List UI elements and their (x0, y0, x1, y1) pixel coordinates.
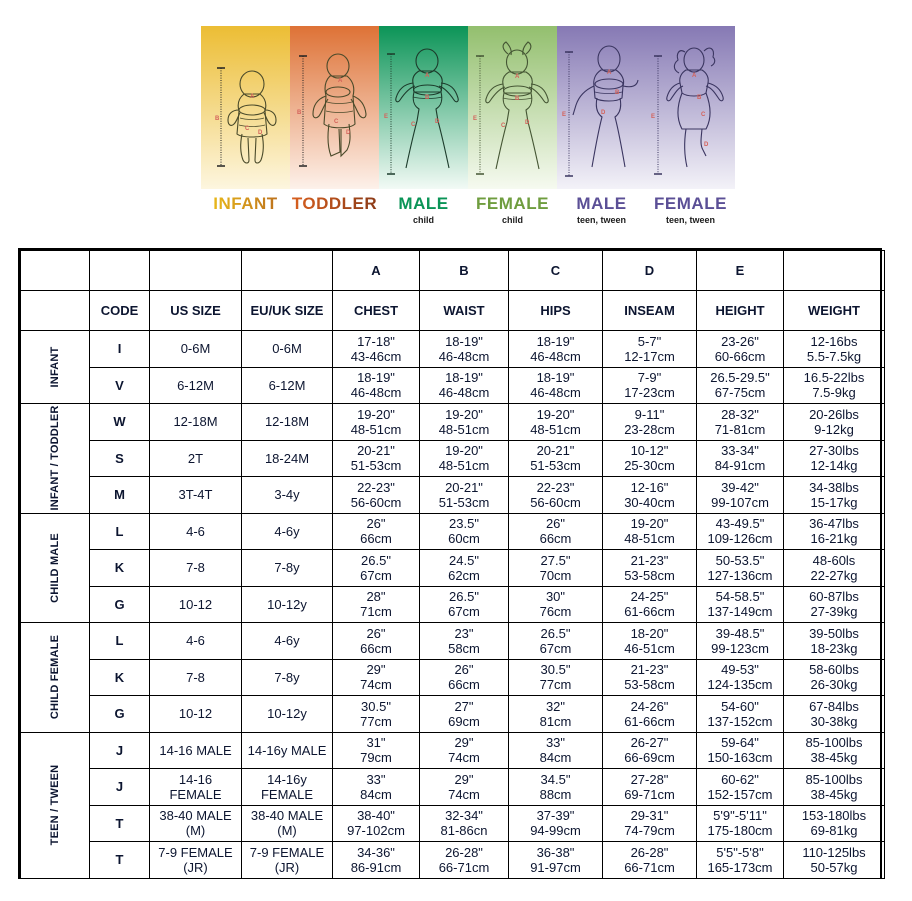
svg-text:A: A (338, 78, 343, 84)
svg-text:E: E (651, 114, 655, 120)
svg-text:B: B (515, 96, 520, 102)
svg-text:D: D (435, 119, 440, 125)
svg-text:A: A (607, 70, 612, 76)
svg-text:B: B (697, 95, 702, 101)
svg-text:A: A (250, 94, 255, 100)
svg-text:C: C (245, 126, 250, 132)
svg-text:D: D (601, 110, 606, 116)
svg-text:D: D (258, 130, 263, 136)
svg-text:E: E (384, 114, 388, 120)
svg-text:C: C (411, 122, 416, 128)
svg-text:C: C (501, 123, 506, 129)
svg-text:D: D (525, 120, 530, 126)
svg-text:A: A (425, 73, 430, 79)
svg-text:D: D (704, 142, 709, 148)
svg-text:B: B (297, 110, 302, 116)
svg-text:A: A (692, 73, 697, 79)
svg-text:E: E (562, 112, 566, 118)
svg-text:D: D (346, 130, 351, 136)
svg-text:E: E (473, 116, 477, 122)
svg-text:B: B (615, 90, 620, 96)
svg-text:C: C (701, 112, 706, 118)
svg-text:C: C (334, 119, 339, 125)
svg-text:B: B (425, 95, 430, 101)
svg-text:B: B (215, 116, 220, 122)
svg-text:A: A (515, 74, 520, 80)
